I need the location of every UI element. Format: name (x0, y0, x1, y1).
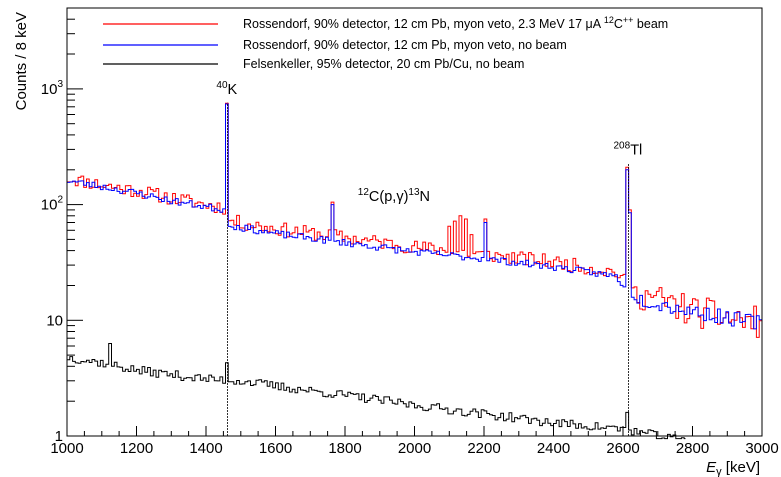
peak-annotation: 208Tl (614, 141, 643, 159)
legend-entry: Felsenkeller, 95% detector, 20 cm Pb/Cu,… (243, 57, 524, 71)
legend-entry: Rossendorf, 90% detector, 12 cm Pb, myon… (243, 38, 567, 52)
series-line-2 (67, 343, 686, 440)
reference-lines (227, 102, 629, 436)
legend-entry: Rossendorf, 90% detector, 12 cm Pb, myon… (243, 15, 668, 31)
x-tick-label: 2600 (606, 440, 639, 457)
x-tick-label: 1800 (328, 440, 361, 457)
x-axis-label: Eγ [keV] (706, 459, 760, 477)
x-tick-label: 3000 (745, 440, 778, 457)
peak-annotation: 12C(p,γ)13N (358, 187, 430, 205)
y-tick-label: 1 (55, 428, 63, 445)
y-axis-label: Counts / 8 keV (13, 12, 30, 110)
x-tick-label: 2000 (398, 440, 431, 457)
x-tick-label: 1200 (120, 440, 153, 457)
legend: Rossendorf, 90% detector, 12 cm Pb, myon… (103, 15, 668, 71)
series-line-1 (67, 103, 762, 330)
x-tick-label: 1000 (50, 440, 83, 457)
series-line-0 (67, 102, 762, 338)
plot-series (67, 102, 762, 440)
y-tick-label: 103 (41, 79, 64, 98)
axis-ticks (66, 7, 763, 437)
x-tick-label: 2200 (467, 440, 500, 457)
peak-annotations: 40K 208Tl 12C(p,γ)13N (216, 80, 642, 205)
axis-labels: 1000 1200 1400 1600 1800 2000 2200 2400 2600 2800… (13, 12, 779, 477)
x-tick-label: 1400 (189, 440, 222, 457)
x-tick-label: 2800 (676, 440, 709, 457)
peak-annotation: 40K (216, 80, 237, 98)
x-tick-label: 1600 (259, 440, 292, 457)
x-tick-label: 2400 (537, 440, 570, 457)
y-tick-label: 10 (46, 312, 63, 329)
plot-frame (66, 7, 763, 437)
y-tick-label: 102 (41, 195, 64, 214)
